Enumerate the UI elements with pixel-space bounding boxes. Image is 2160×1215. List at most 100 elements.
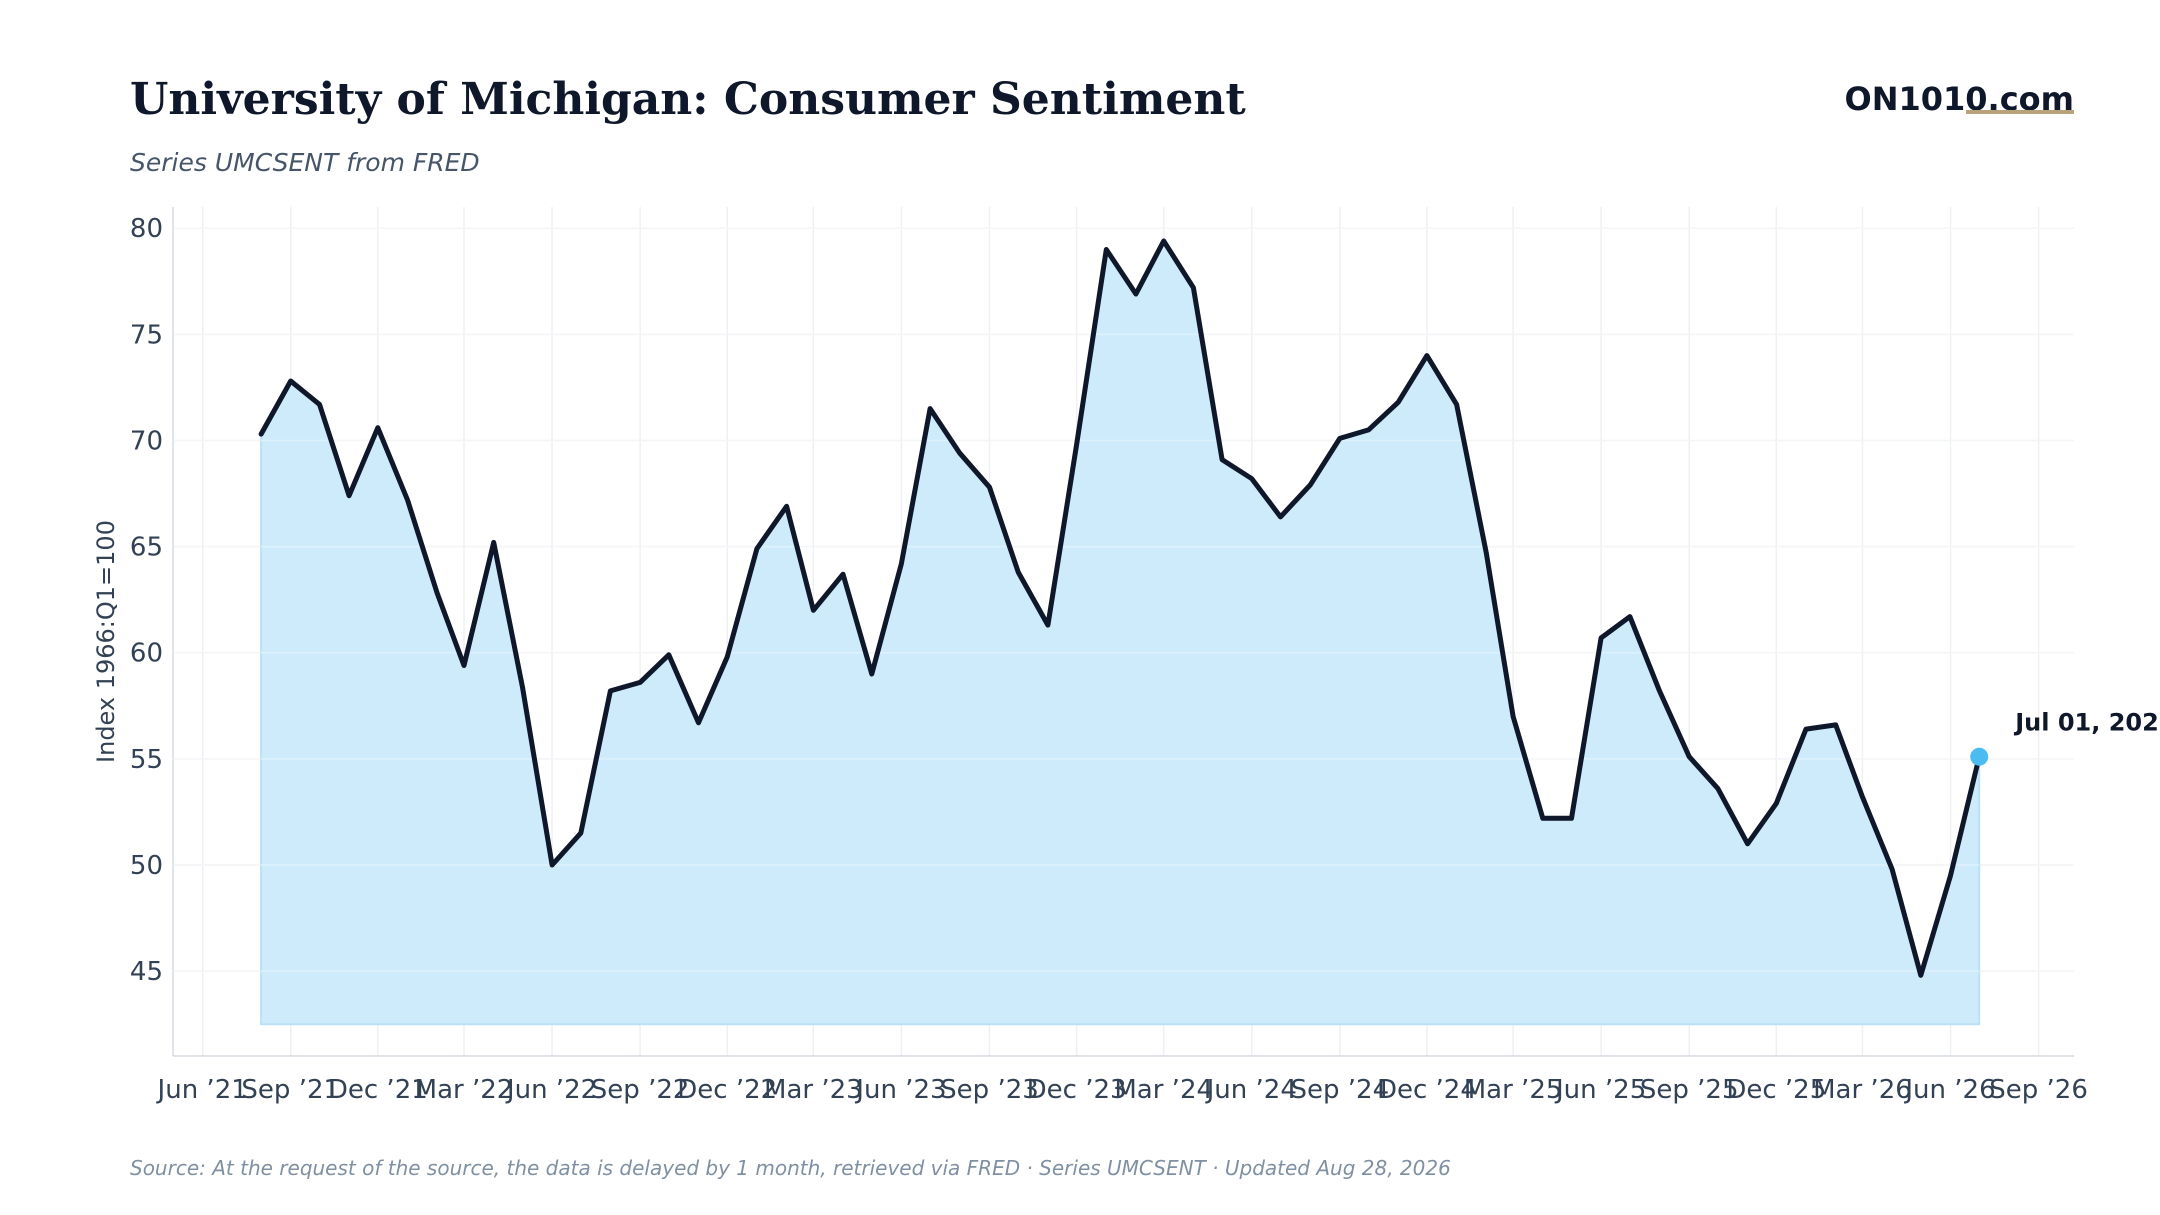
- y-tick-label: 60: [130, 639, 163, 669]
- y-tick-labels: 45 50 55 60 65 70 75 80: [130, 214, 163, 987]
- data-point[interactable]: [608, 688, 613, 693]
- data-point[interactable]: [1540, 816, 1545, 821]
- data-point[interactable]: [1890, 867, 1895, 872]
- data-point[interactable]: [1948, 873, 1953, 878]
- data-point[interactable]: [435, 591, 440, 596]
- data-point[interactable]: [1220, 457, 1225, 462]
- x-tick-label: Jun ’21: [156, 1075, 248, 1105]
- data-point[interactable]: [1396, 400, 1401, 405]
- data-point[interactable]: [520, 684, 525, 689]
- data-point[interactable]: [578, 831, 583, 836]
- data-point[interactable]: [1191, 285, 1196, 290]
- data-point[interactable]: [754, 546, 759, 551]
- data-point[interactable]: [666, 652, 671, 657]
- y-tick-label: 45: [130, 957, 163, 987]
- x-tick-label: Jun ’24: [1205, 1075, 1297, 1105]
- y-tick-label: 65: [130, 533, 163, 563]
- data-point[interactable]: [987, 485, 992, 490]
- x-tick-label: Mar ’23: [764, 1075, 863, 1105]
- data-point[interactable]: [1308, 483, 1313, 488]
- data-point[interactable]: [784, 504, 789, 509]
- data-point[interactable]: [550, 863, 555, 868]
- x-tick-label: Mar ’26: [1813, 1075, 1912, 1105]
- y-tick-label: 75: [130, 320, 163, 350]
- data-point[interactable]: [375, 425, 380, 430]
- latest-value-marker[interactable]: [1970, 747, 1989, 766]
- data-point[interactable]: [462, 663, 467, 668]
- x-tick-label: Sep ’24: [1291, 1075, 1390, 1105]
- data-point[interactable]: [1045, 623, 1050, 628]
- axes: [172, 207, 2074, 1057]
- data-point[interactable]: [259, 432, 264, 437]
- data-point[interactable]: [1569, 816, 1574, 821]
- data-point[interactable]: [1657, 688, 1662, 693]
- data-point[interactable]: [928, 406, 933, 411]
- data-point[interactable]: [1424, 353, 1429, 358]
- x-tick-label: Jun ’22: [505, 1075, 597, 1105]
- x-tick-label: Sep ’25: [1640, 1075, 1739, 1105]
- series-line: [258, 238, 1982, 978]
- x-tick-label: Sep ’23: [940, 1075, 1039, 1105]
- x-tick-label: Dec ’21: [328, 1075, 428, 1105]
- data-point[interactable]: [1249, 476, 1254, 481]
- data-point[interactable]: [1860, 795, 1865, 800]
- x-tick-label: Sep ’26: [1989, 1075, 2088, 1105]
- data-point[interactable]: [811, 608, 816, 613]
- data-point[interactable]: [317, 402, 322, 407]
- data-point[interactable]: [1161, 239, 1166, 244]
- data-point[interactable]: [347, 493, 352, 498]
- y-tick-label: 55: [130, 745, 163, 775]
- data-point[interactable]: [288, 379, 293, 384]
- brand-underline: [1966, 110, 2074, 114]
- x-tick-label: Dec ’25: [1726, 1075, 1826, 1105]
- x-tick-label: Jun ’26: [1903, 1075, 1995, 1105]
- chart-title: University of Michigan: Consumer Sentime…: [130, 74, 1246, 125]
- data-point[interactable]: [696, 720, 701, 725]
- data-point[interactable]: [1074, 442, 1079, 447]
- x-tick-label: Dec ’22: [677, 1075, 777, 1105]
- data-point[interactable]: [1511, 714, 1516, 719]
- data-point[interactable]: [1918, 973, 1923, 978]
- data-point[interactable]: [1337, 436, 1342, 441]
- x-tick-label: Mar ’22: [415, 1075, 514, 1105]
- chart-subtitle: Series UMCSENT from FRED: [130, 148, 480, 177]
- data-point[interactable]: [869, 672, 874, 677]
- data-point[interactable]: [1104, 247, 1109, 252]
- data-point[interactable]: [899, 561, 904, 566]
- data-point[interactable]: [1715, 786, 1720, 791]
- data-point[interactable]: [1278, 514, 1283, 519]
- data-point[interactable]: [1133, 292, 1138, 297]
- x-tick-label: Mar ’25: [1464, 1075, 1563, 1105]
- data-point[interactable]: [957, 451, 962, 456]
- y-tick-label: 80: [130, 214, 163, 244]
- data-point[interactable]: [1454, 402, 1459, 407]
- data-point[interactable]: [491, 540, 496, 545]
- data-point[interactable]: [1599, 635, 1604, 640]
- data-point[interactable]: [1366, 427, 1371, 432]
- y-axis-title: Index 1966:Q1=100: [92, 520, 120, 763]
- data-point[interactable]: [1687, 754, 1692, 759]
- data-point[interactable]: [1016, 570, 1021, 575]
- data-point[interactable]: [841, 572, 846, 577]
- line-layer: [258, 238, 1982, 978]
- y-tick-label: 70: [130, 426, 163, 456]
- data-point[interactable]: [405, 497, 410, 502]
- x-tick-label: Mar ’24: [1114, 1075, 1213, 1105]
- x-tick-label: Sep ’22: [591, 1075, 690, 1105]
- y-tick-label: 50: [130, 851, 163, 881]
- data-point[interactable]: [725, 655, 730, 660]
- x-tick-label: Sep ’21: [241, 1075, 340, 1105]
- data-point[interactable]: [1833, 722, 1838, 727]
- data-point[interactable]: [1484, 551, 1489, 556]
- data-point[interactable]: [1804, 727, 1809, 732]
- data-point[interactable]: [1774, 801, 1779, 806]
- latest-value-label: Jul 01, 2026: 55.1: [2013, 709, 2160, 737]
- data-point[interactable]: [1745, 841, 1750, 846]
- data-point[interactable]: [638, 680, 643, 685]
- x-tick-label: Dec ’24: [1377, 1075, 1477, 1105]
- x-tick-label: Jun ’23: [854, 1075, 946, 1105]
- data-point[interactable]: [1627, 614, 1632, 619]
- x-tick-label: Jun ’25: [1554, 1075, 1646, 1105]
